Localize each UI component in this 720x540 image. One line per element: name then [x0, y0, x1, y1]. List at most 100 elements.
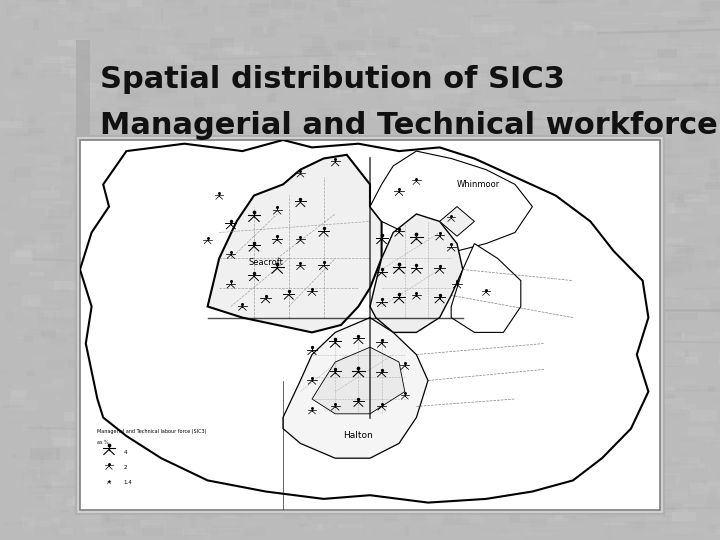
Bar [214, 449, 228, 454]
Bar [541, 386, 559, 396]
Bar [506, 118, 516, 122]
Bar [476, 45, 490, 48]
Bar [410, 476, 430, 488]
Bar [387, 37, 400, 47]
Bar [663, 490, 682, 498]
Bar [531, 120, 559, 126]
Bar [177, 449, 184, 453]
Bar [529, 516, 547, 527]
Bar [665, 1, 684, 2]
Bar [686, 357, 698, 363]
Bar [163, 186, 192, 194]
Bar [579, 121, 597, 123]
Bar [51, 428, 75, 438]
Bar [480, 63, 506, 70]
Bar [534, 88, 556, 90]
Bar [436, 121, 464, 132]
Bar [672, 332, 694, 333]
Bar [602, 129, 613, 131]
Bar [179, 131, 182, 138]
Bar [538, 361, 549, 372]
Bar [648, 193, 660, 198]
Bar [646, 373, 655, 384]
Bar [425, 429, 435, 431]
Bar [562, 280, 577, 283]
Bar [392, 420, 413, 429]
Bar [36, 64, 40, 68]
Bar [103, 451, 117, 458]
Bar [251, 26, 276, 38]
Bar [390, 76, 405, 81]
Bar [9, 252, 33, 264]
Bar [135, 243, 145, 247]
Bar [363, 71, 372, 72]
Bar [438, 349, 444, 351]
Bar [397, 502, 403, 505]
Bar [649, 82, 667, 90]
Bar [596, 143, 619, 144]
Bar [715, 21, 717, 22]
Bar [406, 487, 431, 498]
Bar [63, 194, 91, 198]
Bar [491, 351, 509, 357]
Bar [483, 190, 501, 191]
Bar [567, 503, 579, 510]
Bar [567, 153, 593, 154]
Bar [5, 306, 27, 312]
Bar [584, 514, 599, 522]
Bar [185, 146, 188, 152]
Bar [309, 311, 315, 320]
Bar [186, 519, 206, 525]
Bar [258, 470, 284, 477]
Bar [256, 111, 272, 113]
Bar [161, 146, 189, 153]
Bar [76, 2, 85, 5]
Bar [555, 172, 569, 183]
Bar [48, 9, 60, 15]
Bar [135, 147, 148, 153]
Bar [644, 68, 658, 72]
Bar [627, 348, 651, 355]
Bar [524, 530, 553, 540]
Bar [649, 420, 653, 430]
Bar [197, 440, 212, 448]
Bar [248, 257, 261, 258]
Bar [112, 396, 130, 405]
Bar [437, 437, 457, 440]
Bar [453, 390, 456, 396]
Bar [472, 465, 499, 475]
Bar [608, 430, 636, 434]
Bar [398, 402, 427, 403]
Bar [480, 11, 506, 15]
Bar [431, 261, 441, 262]
Bar [179, 371, 202, 376]
Bar [303, 147, 332, 158]
Bar [440, 498, 467, 503]
Bar [121, 433, 136, 437]
Bar [528, 340, 531, 342]
Bar [545, 249, 552, 260]
Bar [122, 249, 134, 259]
Bar [569, 38, 582, 45]
Bar [342, 31, 355, 37]
Bar [426, 278, 446, 280]
Bar [462, 93, 473, 101]
Bar [398, 249, 404, 259]
Bar [424, 456, 433, 463]
Bar [458, 511, 467, 512]
Bar [89, 482, 108, 485]
Bar [37, 69, 45, 79]
Bar [323, 387, 336, 392]
Bar [288, 354, 290, 363]
Bar [683, 0, 696, 2]
Bar [629, 403, 637, 413]
Bar [516, 0, 528, 1]
Bar [616, 248, 620, 259]
Bar [22, 329, 29, 330]
Bar [100, 83, 130, 89]
Bar [89, 371, 117, 374]
Bar [402, 75, 432, 81]
Bar [100, 523, 117, 534]
Bar [76, 40, 90, 200]
Bar [690, 233, 706, 234]
